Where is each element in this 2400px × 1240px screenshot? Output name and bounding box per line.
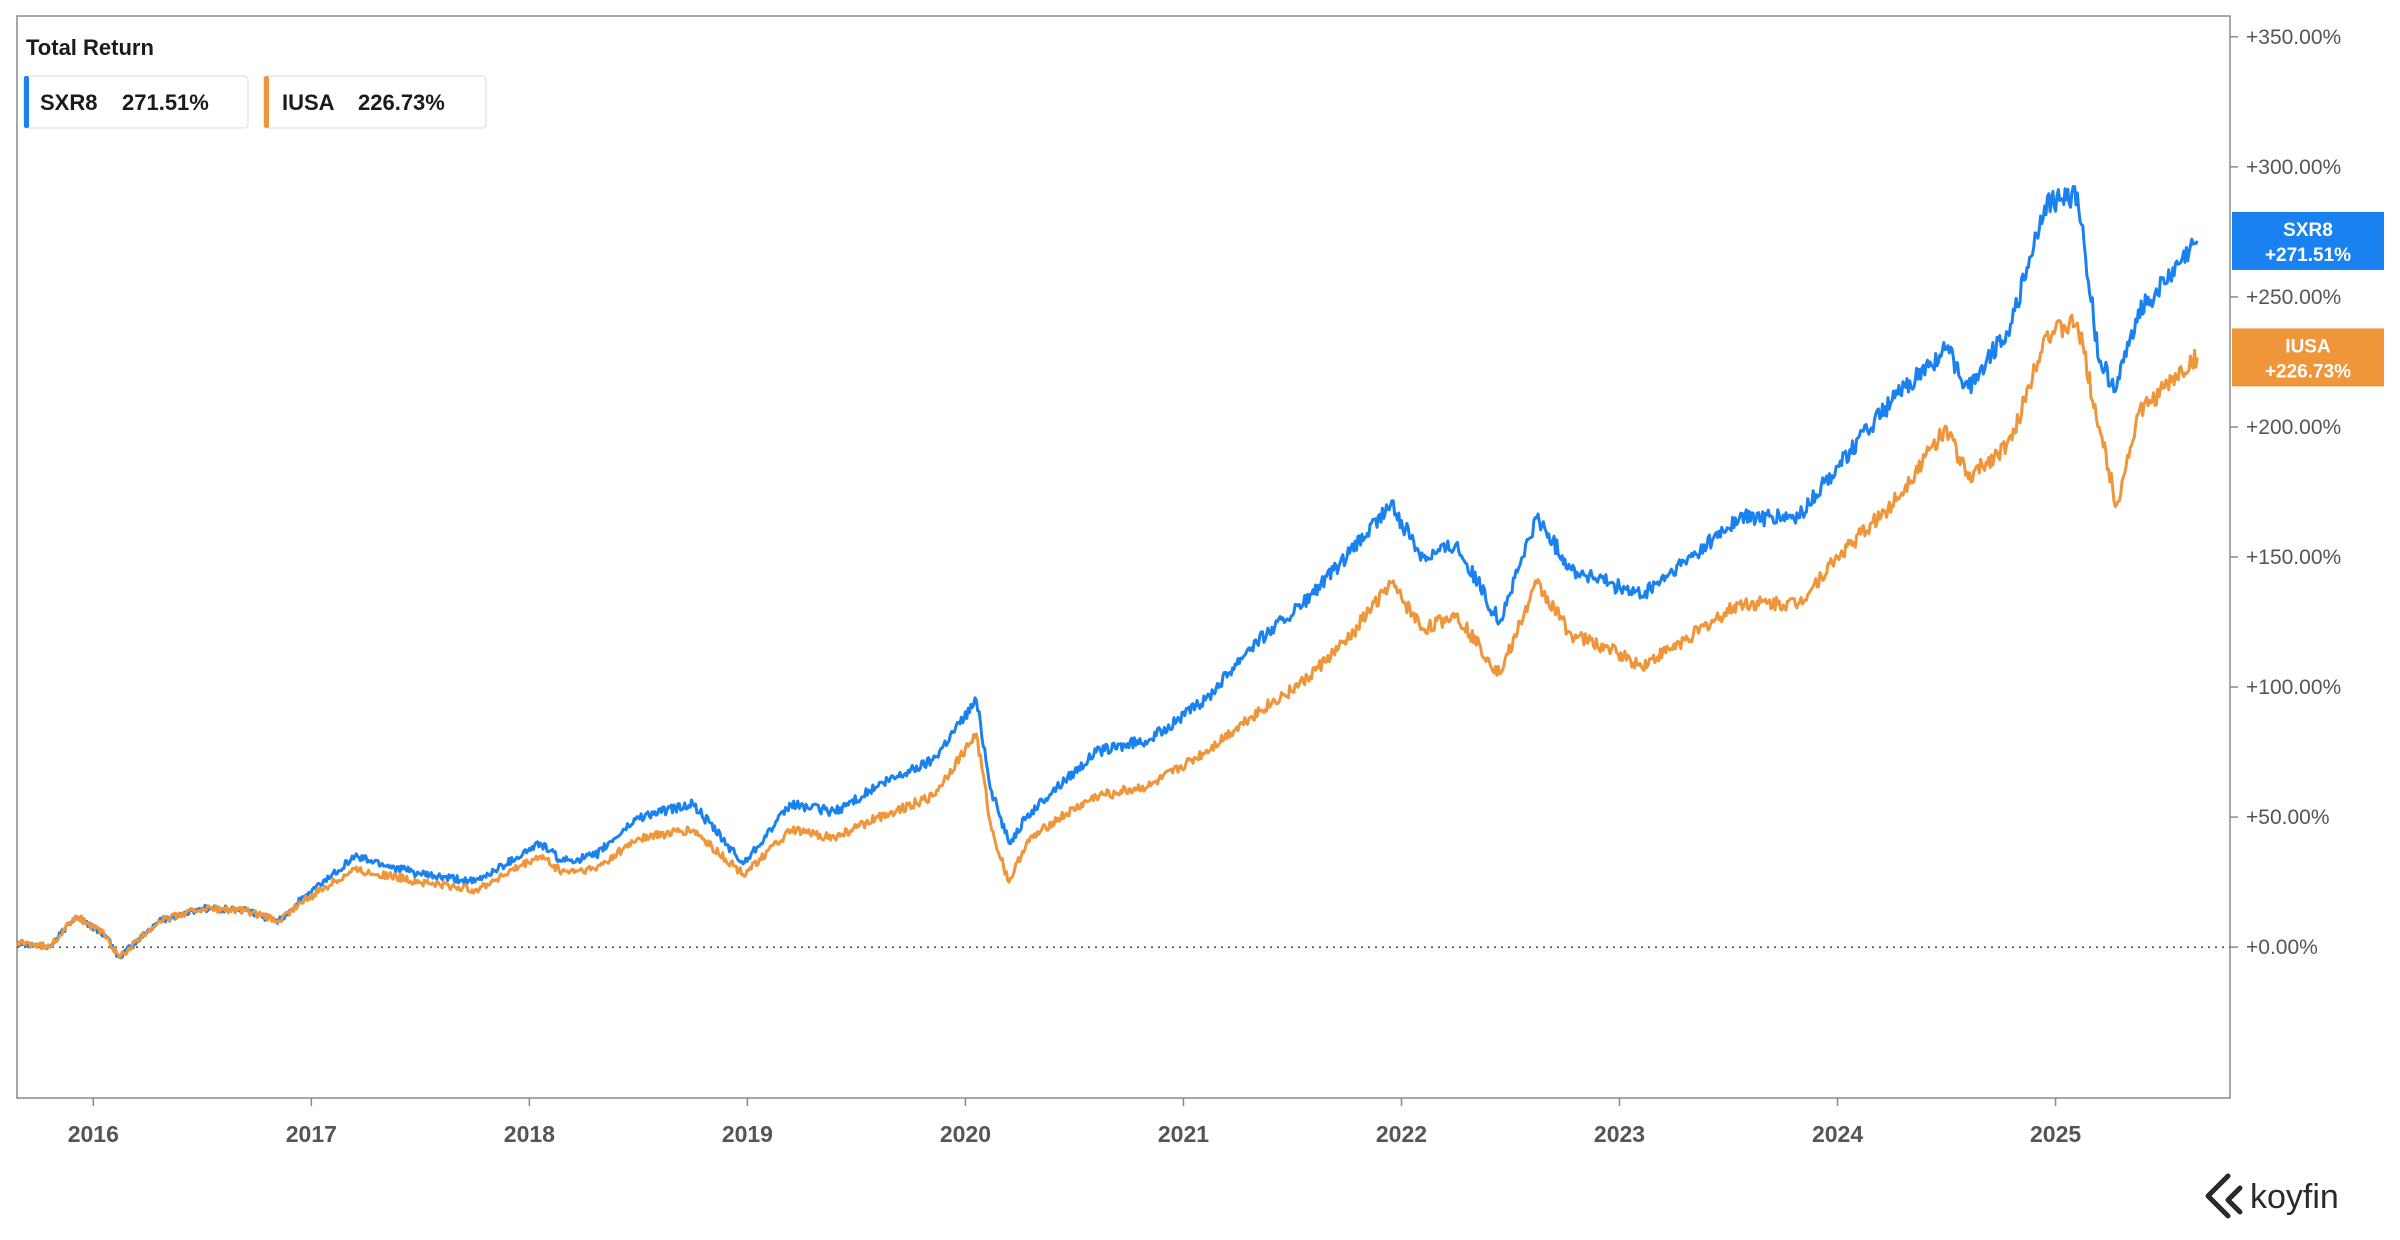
y-tick-label: +0.00% xyxy=(2246,936,2318,959)
legend-item-iusa[interactable]: IUSA 226.73% xyxy=(263,75,487,129)
x-tick-label: 2025 xyxy=(2030,1121,2081,1147)
legend-item-sxr8[interactable]: SXR8 271.51% xyxy=(23,75,249,129)
chart-title: Total Return xyxy=(26,35,154,60)
x-tick-label: 2016 xyxy=(68,1121,119,1147)
y-tick-label: +50.00% xyxy=(2246,806,2330,829)
last-value-tag-value: +271.51% xyxy=(2265,245,2351,266)
koyfin-logo-icon xyxy=(2205,1173,2243,1219)
x-tick-label: 2024 xyxy=(1812,1121,1863,1147)
x-tick-label: 2023 xyxy=(1594,1121,1645,1147)
x-axis: 2016 2017 2018 2019 2020 2021 2022 2023 2024 2025 xyxy=(68,1098,2081,1147)
legend-swatch-iusa xyxy=(264,76,269,128)
legend-swatch-sxr8 xyxy=(24,76,29,128)
koyfin-logo: koyfin xyxy=(2205,1173,2339,1219)
last-value-tag-name: SXR8 xyxy=(2283,220,2333,241)
x-tick-label: 2022 xyxy=(1376,1121,1427,1147)
y-tick-label: +100.00% xyxy=(2246,676,2341,699)
legend-value-sxr8: 271.51% xyxy=(122,90,209,115)
last-value-tags: SXR8 +271.51% IUSA +226.73% xyxy=(2232,211,2384,387)
last-value-tag-sxr8: SXR8 +271.51% xyxy=(2232,211,2384,270)
x-tick-label: 2018 xyxy=(504,1121,555,1147)
y-tick-label: +250.00% xyxy=(2246,286,2341,309)
x-tick-label: 2017 xyxy=(286,1121,337,1147)
legend-label-iusa: IUSA xyxy=(282,90,335,115)
y-tick-label: +300.00% xyxy=(2246,156,2341,179)
koyfin-wordmark: koyfin xyxy=(2250,1178,2339,1216)
series-line-sxr8 xyxy=(16,185,2199,960)
legend-value-iusa: 226.73% xyxy=(358,90,445,115)
last-value-tag-iusa: IUSA +226.73% xyxy=(2232,328,2384,387)
y-tick-label: +150.00% xyxy=(2246,546,2341,569)
last-value-tag-box xyxy=(2232,328,2384,387)
last-value-tag-name: IUSA xyxy=(2285,336,2331,357)
legend: SXR8 271.51% IUSA 226.73% xyxy=(23,75,487,129)
x-tick-label: 2021 xyxy=(1158,1121,1209,1147)
legend-label-sxr8: SXR8 xyxy=(40,90,97,115)
last-value-tag-value: +226.73% xyxy=(2265,361,2351,382)
x-tick-label: 2020 xyxy=(940,1121,991,1147)
y-tick-label: +200.00% xyxy=(2246,416,2341,439)
y-axis: +0.00% +50.00% +100.00% +150.00% +200.00% +25… xyxy=(2230,26,2341,959)
series-line-iusa xyxy=(15,313,2199,959)
series-layer xyxy=(15,185,2199,960)
last-value-tag-box xyxy=(2232,211,2384,270)
y-tick-label: +350.00% xyxy=(2246,26,2341,49)
x-tick-label: 2019 xyxy=(722,1121,773,1147)
